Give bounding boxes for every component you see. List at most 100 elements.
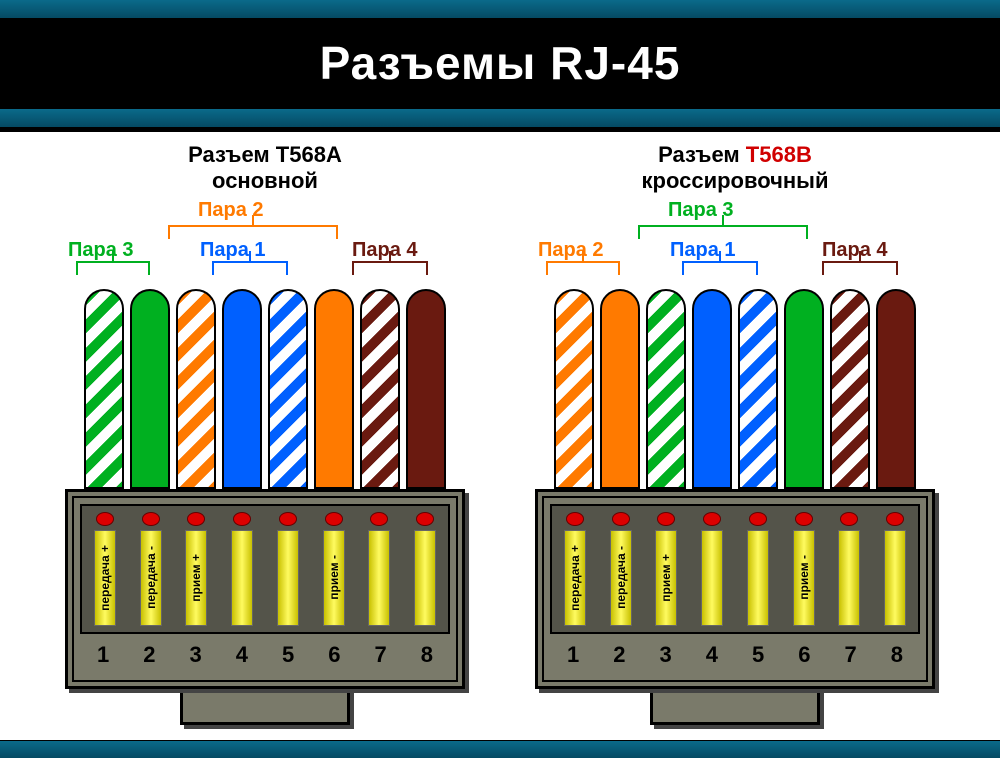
pin-function-label: передача + [98, 545, 112, 611]
pin-slot-2: передача - [602, 512, 640, 626]
bottom-teal-bar [0, 740, 1000, 758]
pair-label: Пара 2 [538, 239, 604, 262]
wires-row [520, 269, 950, 489]
pin-slot-3: прием + [647, 512, 685, 626]
title-prefix: Разъем [658, 142, 746, 167]
pin-dot [142, 512, 160, 526]
wire-8 [406, 289, 446, 489]
wire-4 [222, 289, 262, 489]
title-prefix: Разъем [188, 142, 276, 167]
pin [884, 530, 906, 626]
content-area: Разъем T568AосновнойПара 3Пара 2Пара 1Па… [0, 128, 1000, 740]
pin-dot [279, 512, 297, 526]
pin-dot [370, 512, 388, 526]
connector-t568b: Разъем T568BкроссировочныйПара 2Пара 3Па… [520, 142, 950, 740]
pin [414, 530, 436, 626]
connector-inner: передача + передача - прием + прием - [550, 504, 920, 634]
pair-bracket [638, 225, 808, 239]
pin-function-label: передача + [568, 545, 582, 611]
pin [838, 530, 860, 626]
connector-subtitle: основной [50, 168, 480, 194]
top-teal-bar [0, 0, 1000, 18]
wire-5 [738, 289, 778, 489]
pin-slot-3: прием + [177, 512, 215, 626]
pin-slot-8 [406, 512, 444, 626]
wire-3 [646, 289, 686, 489]
wire-7 [830, 289, 870, 489]
pin-dot [187, 512, 205, 526]
wire-2 [130, 289, 170, 489]
connector-inner: передача + передача - прием + прием - [80, 504, 450, 634]
connector-subtitle: кроссировочный [520, 168, 950, 194]
wire-1 [554, 289, 594, 489]
pin-function-label: прием - [797, 555, 811, 600]
pair-label: Пара 3 [68, 239, 134, 262]
pair-label: Пара 1 [670, 239, 736, 262]
pin-slot-8 [876, 512, 914, 626]
pin-slot-7 [360, 512, 398, 626]
pin-slot-7 [830, 512, 868, 626]
pin-dot [795, 512, 813, 526]
pin-slot-4 [693, 512, 731, 626]
connector-t568a: Разъем T568AосновнойПара 3Пара 2Пара 1Па… [50, 142, 480, 740]
main-title: Разъемы RJ-45 [320, 36, 681, 90]
pin-number: 2 [130, 642, 168, 668]
pin [368, 530, 390, 626]
pin: прием + [185, 530, 207, 626]
pin-function-label: прием - [327, 555, 341, 600]
pin-number: 6 [785, 642, 823, 668]
pin-dot [612, 512, 630, 526]
wire-5 [268, 289, 308, 489]
rj45-connector: передача + передача - прием + прием - 123456… [65, 489, 465, 725]
title-bar: Разъемы RJ-45 [0, 18, 1000, 108]
pin-numbers: 12345678 [80, 642, 450, 668]
pin-slot-5 [269, 512, 307, 626]
wires-row [50, 269, 480, 489]
connector-title: Разъем T568Aосновной [50, 142, 480, 195]
pair-label: Пара 4 [822, 239, 888, 262]
pin-numbers: 12345678 [550, 642, 920, 668]
standard-name: T568B [746, 142, 812, 167]
pin [277, 530, 299, 626]
connector-body: передача + передача - прием + прием - 123456… [65, 489, 465, 689]
pair-labels: Пара 3Пара 2Пара 1Пара 4 [50, 199, 480, 269]
pin: передача + [94, 530, 116, 626]
pin-number: 8 [408, 642, 446, 668]
pin-number: 3 [177, 642, 215, 668]
pin-number: 8 [878, 642, 916, 668]
pin-function-label: передача - [614, 546, 628, 609]
wire-4 [692, 289, 732, 489]
pin-number: 2 [600, 642, 638, 668]
pin-slot-4 [223, 512, 261, 626]
wire-2 [600, 289, 640, 489]
pin-dot [416, 512, 434, 526]
pin-dot [657, 512, 675, 526]
pin: прием + [655, 530, 677, 626]
pin [701, 530, 723, 626]
separator-bar [0, 108, 1000, 128]
wire-7 [360, 289, 400, 489]
pair-bracket [168, 225, 338, 239]
pin-number: 1 [84, 642, 122, 668]
pin-number: 3 [647, 642, 685, 668]
connector-clip [650, 689, 820, 725]
pin-dot [886, 512, 904, 526]
wire-6 [784, 289, 824, 489]
pin-dot [840, 512, 858, 526]
pin-slot-1: передача + [86, 512, 124, 626]
pair-label: Пара 1 [200, 239, 266, 262]
wire-8 [876, 289, 916, 489]
pin-number: 6 [315, 642, 353, 668]
pin-number: 5 [739, 642, 777, 668]
pin-function-label: передача - [144, 546, 158, 609]
pin [231, 530, 253, 626]
pin-function-label: прием + [189, 554, 203, 602]
pair-labels: Пара 2Пара 3Пара 1Пара 4 [520, 199, 950, 269]
pin: передача - [610, 530, 632, 626]
rj45-connector: передача + передача - прием + прием - 123456… [535, 489, 935, 725]
connector-body: передача + передача - прием + прием - 123456… [535, 489, 935, 689]
pin: передача - [140, 530, 162, 626]
pin-slot-2: передача - [132, 512, 170, 626]
pin-dot [325, 512, 343, 526]
pin-dot [233, 512, 251, 526]
